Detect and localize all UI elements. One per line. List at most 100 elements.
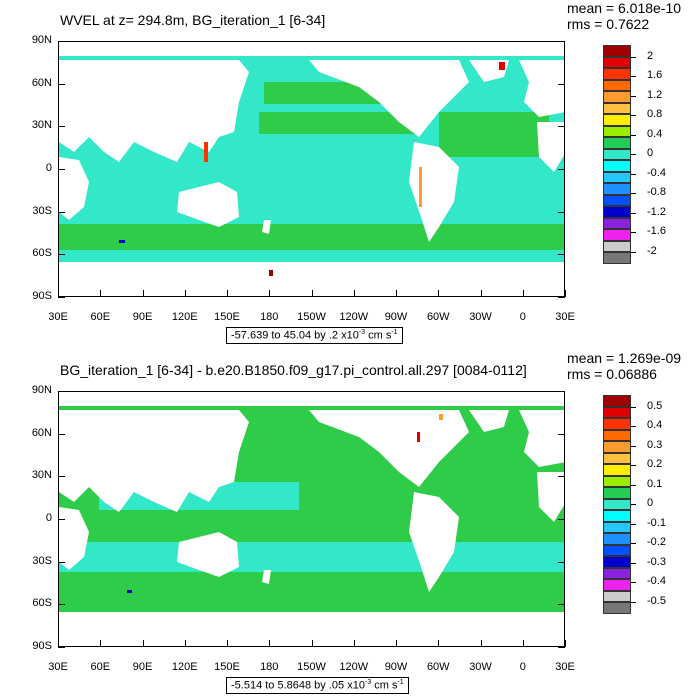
latitude-tick-mark <box>558 126 565 128</box>
latitude-tick-mark <box>558 433 565 435</box>
latitude-tick-mark <box>558 647 565 648</box>
land-europe <box>519 60 564 117</box>
colorbar-swatch <box>603 217 631 229</box>
land-north-america <box>309 410 469 487</box>
longitude-tick-label: 90W <box>384 661 408 673</box>
land-africa <box>59 157 89 220</box>
latitude-tick-mark <box>558 254 565 256</box>
latitude-tick-label: 30N <box>31 119 52 132</box>
latitude-tick-mark <box>58 254 65 256</box>
land-new-zealand <box>262 220 271 234</box>
land-asia <box>59 410 249 512</box>
colorbar-tick <box>631 445 636 447</box>
land-south-america <box>409 492 459 592</box>
longitude-tick-mark <box>269 640 271 647</box>
colorbar-label: -2 <box>647 245 657 257</box>
longitude-tick-label: 150E <box>214 661 240 673</box>
coastal-signal <box>119 240 125 243</box>
longitude-tick-mark <box>269 290 271 297</box>
stats-box: mean = 1.269e-09 rms = 0.06886 <box>567 350 681 382</box>
colorbar-label: -0.4 <box>647 575 666 588</box>
colorbar-label: 0.5 <box>647 399 663 412</box>
longitude-tick-mark <box>311 640 313 647</box>
latitude-tick-label: 30S <box>32 204 52 217</box>
colorbar-tick <box>631 134 636 136</box>
colorbar-label: 0.4 <box>647 419 663 432</box>
colorbar-label: -0.8 <box>647 186 666 199</box>
colorbar-swatch <box>603 114 631 126</box>
colorbar-swatch <box>603 102 631 114</box>
longitude-tick-label: 90W <box>384 311 408 323</box>
coastal-signal <box>417 432 420 442</box>
longitude-tick-label: 90E <box>132 311 153 323</box>
longitude-tick-label: 60E <box>90 661 111 673</box>
land-new-zealand <box>262 570 271 584</box>
longitude-tick-mark <box>353 290 355 297</box>
longitude-tick-label: 120E <box>171 311 198 323</box>
longitude-tick-label: 60W <box>426 661 450 673</box>
longitude-tick-label: 60W <box>426 311 450 323</box>
southern-ocean-band <box>59 224 564 250</box>
latitude-tick-label: 30N <box>31 469 52 482</box>
map-panel-difference: BG_iteration_1 [6-34] - b.e20.B1850.f09_… <box>0 350 700 700</box>
colorbar-label: 0 <box>647 497 654 510</box>
south-atlantic-band <box>439 542 559 567</box>
colorbar-label: -0.1 <box>647 516 666 529</box>
longitude-tick-label: 150E <box>214 311 240 323</box>
land-arctic <box>59 42 564 56</box>
colorbar-tick <box>631 504 636 506</box>
map-plot-area <box>58 41 565 297</box>
latitude-tick-label: 60S <box>32 597 52 610</box>
latitude-tick-mark <box>58 604 65 606</box>
latitude-tick-mark <box>58 561 65 563</box>
mean-value: mean = 6.018e-10 <box>567 0 682 16</box>
colorbar <box>603 395 631 614</box>
longitude-tick-mark <box>184 290 186 297</box>
colorbar-tick <box>631 193 636 195</box>
latitude-tick-mark <box>58 211 65 213</box>
longitude-tick-mark <box>480 290 482 297</box>
longitude-tick-mark <box>396 640 397 647</box>
latitude-tick-mark <box>58 83 65 85</box>
colorbar-label: 1.6 <box>647 69 663 82</box>
longitude-tick-mark <box>58 290 59 297</box>
longitude-tick-mark <box>227 640 228 647</box>
latitude-tick-label: 90S <box>32 640 52 652</box>
longitude-tick-label: 0 <box>519 311 526 323</box>
colorbar-tick <box>631 212 636 214</box>
longitude-tick-mark <box>565 640 566 647</box>
colorbar-label: -0.3 <box>647 555 666 568</box>
colorbar-tick <box>631 602 636 603</box>
longitude-tick-mark <box>480 640 482 647</box>
world-map <box>59 392 564 646</box>
land-africa <box>59 507 89 570</box>
land-antarctica <box>59 612 564 646</box>
latitude-tick-mark <box>58 647 65 648</box>
colorbar-swatch <box>603 45 631 57</box>
contour-range-label: -5.514 to 5.8648 by .05 x10-3 cm s-1 <box>226 677 409 694</box>
land-africa-east <box>537 122 564 172</box>
colorbar-tick <box>631 543 636 545</box>
latitude-tick-label: 0 <box>45 512 52 524</box>
land-arctic <box>59 392 564 406</box>
land-australia <box>177 532 239 577</box>
latitude-tick-mark <box>558 476 565 478</box>
latitude-tick-label: 30S <box>32 554 52 567</box>
coastal-signal <box>439 414 443 420</box>
colorbar-label: 1.2 <box>647 88 663 101</box>
colorbar-label: 0.3 <box>647 438 663 451</box>
latitude-tick-mark <box>58 126 65 128</box>
latitude-tick-mark <box>58 297 65 298</box>
colorbar-swatch <box>603 544 631 556</box>
longitude-tick-label: 0 <box>519 661 526 673</box>
panel-title: WVEL at z= 294.8m, BG_iteration_1 [6-34] <box>60 12 326 28</box>
colorbar-label: 0.1 <box>647 477 663 490</box>
colorbar-swatch <box>603 475 631 487</box>
colorbar-swatch <box>603 510 631 522</box>
longitude-tick-mark <box>311 290 313 297</box>
latitude-tick-mark <box>58 169 65 170</box>
colorbar-swatch <box>603 567 631 579</box>
colorbar-swatch <box>603 556 631 568</box>
atlantic-band <box>439 112 549 157</box>
colorbar-tick <box>631 426 636 428</box>
